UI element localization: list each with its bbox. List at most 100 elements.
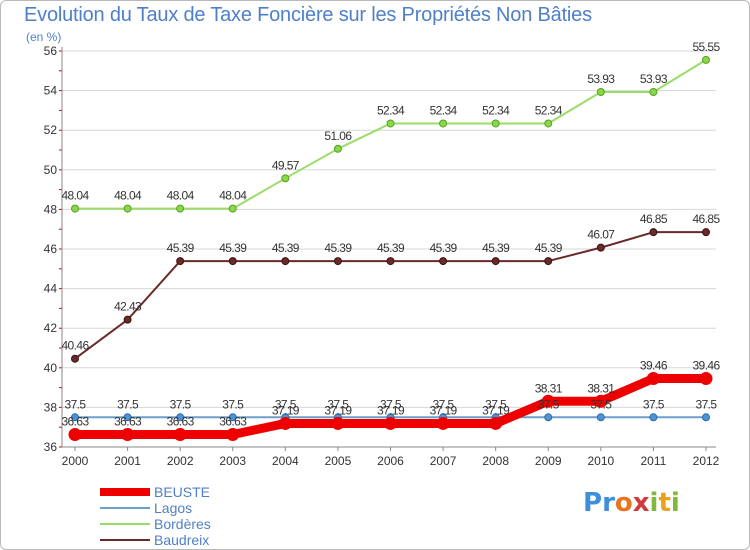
data-label-bordres: 48.04 [167, 189, 195, 203]
data-point-baudreix [176, 257, 185, 266]
data-point-bordres [386, 119, 395, 128]
data-label-lagos: 37.5 [696, 397, 718, 411]
data-label-beuste: 36.63 [114, 415, 142, 429]
legend-label-lagos: Lagos [154, 500, 192, 516]
legend-label-baudreix: Baudreix [154, 532, 209, 548]
data-point-lagos [544, 413, 553, 422]
data-point-lagos [649, 413, 658, 422]
data-label-beuste: 39.46 [692, 358, 720, 372]
data-point-bordres [439, 119, 448, 128]
data-label-bordres: 52.34 [535, 103, 563, 117]
data-point-beuste [489, 416, 503, 430]
y-tick-label: 48 [44, 202, 58, 216]
data-label-lagos: 37.5 [433, 397, 455, 411]
data-label-baudreix: 46.85 [640, 212, 668, 226]
data-point-baudreix [439, 257, 448, 266]
data-label-bordres: 52.34 [430, 103, 458, 117]
data-label-beuste: 36.63 [61, 415, 89, 429]
data-point-bordres [123, 204, 132, 213]
logo-letter: t [658, 488, 671, 518]
x-tick-label: 2009 [535, 454, 562, 468]
data-point-bordres [176, 204, 185, 213]
data-label-baudreix: 45.39 [482, 241, 510, 255]
data-point-baudreix [281, 257, 290, 266]
y-tick-label: 36 [44, 440, 58, 454]
logo-letter: i [649, 488, 659, 518]
x-tick-label: 2004 [272, 454, 299, 468]
data-label-lagos: 37.5 [117, 397, 139, 411]
data-point-beuste [278, 416, 292, 430]
data-label-beuste: 39.46 [640, 358, 668, 372]
data-point-bordres [281, 174, 290, 183]
y-tick-label: 54 [44, 84, 58, 98]
y-tick-label: 42 [44, 321, 58, 335]
data-point-lagos [176, 413, 185, 422]
logo-letter: i [670, 488, 680, 518]
data-point-bordres [491, 119, 500, 128]
proxiti-logo: Proxiti [583, 488, 680, 518]
chart-unit-label: (en %) [26, 30, 62, 44]
data-label-lagos: 37.5 [327, 397, 349, 411]
data-label-beuste: 36.63 [167, 415, 195, 429]
data-point-bordres [333, 144, 342, 153]
data-point-baudreix [596, 243, 605, 252]
data-point-beuste [436, 416, 450, 430]
logo-letter: r [602, 488, 615, 518]
data-label-bordres: 48.04 [114, 189, 142, 203]
data-point-beuste [384, 416, 397, 430]
x-tick-label: 2000 [62, 454, 89, 468]
data-point-baudreix [333, 257, 342, 266]
data-label-lagos: 37.5 [590, 397, 612, 411]
data-point-baudreix [491, 257, 500, 266]
data-label-beuste: 38.31 [535, 381, 563, 395]
data-label-lagos: 37.5 [170, 397, 192, 411]
data-label-baudreix: 45.39 [324, 241, 352, 255]
data-label-baudreix: 45.39 [377, 241, 405, 255]
data-point-bordres [702, 55, 710, 64]
x-tick-label: 2008 [482, 454, 509, 468]
data-point-beuste [121, 428, 135, 442]
y-tick-label: 46 [44, 242, 58, 256]
x-tick-label: 2010 [587, 454, 614, 468]
data-point-bordres [544, 119, 553, 128]
x-tick-label: 2012 [693, 454, 720, 468]
data-label-baudreix: 40.46 [61, 339, 89, 353]
x-tick-label: 2006 [377, 454, 404, 468]
x-tick-label: 2003 [219, 454, 246, 468]
data-point-lagos [702, 413, 710, 422]
y-tick-label: 52 [44, 123, 58, 137]
x-tick-label: 2002 [167, 454, 194, 468]
data-point-beuste [331, 416, 345, 430]
data-label-lagos: 37.5 [275, 397, 297, 411]
data-point-baudreix [649, 228, 658, 237]
data-label-beuste: 37.19 [482, 403, 510, 417]
logo-letter: x [632, 488, 650, 518]
data-label-baudreix: 45.39 [167, 241, 195, 255]
data-label-baudreix: 46.07 [587, 228, 615, 242]
data-label-baudreix: 45.39 [535, 241, 563, 255]
data-label-bordres: 48.04 [61, 189, 89, 203]
data-label-bordres: 48.04 [219, 189, 247, 203]
x-tick-label: 2011 [641, 454, 667, 468]
data-point-bordres [71, 204, 79, 213]
logo-letter: P [583, 488, 603, 518]
data-point-baudreix [71, 354, 79, 363]
data-point-bordres [596, 87, 605, 96]
data-point-bordres [228, 204, 237, 213]
data-point-beuste [594, 394, 608, 408]
data-point-baudreix [386, 257, 395, 266]
legend-label-bordres: Bordères [154, 516, 211, 532]
data-point-bordres [649, 87, 658, 96]
x-tick-label: 2005 [325, 454, 352, 468]
data-label-bordres: 52.34 [482, 103, 510, 117]
data-point-beuste [699, 371, 713, 385]
data-label-baudreix: 45.39 [272, 241, 300, 255]
data-label-bordres: 51.06 [324, 129, 352, 143]
data-label-lagos: 37.5 [485, 397, 507, 411]
data-point-beuste [173, 428, 187, 442]
data-label-beuste: 37.19 [272, 403, 300, 417]
data-label-bordres: 55.55 [692, 40, 720, 54]
data-label-beuste: 36.63 [219, 415, 247, 429]
data-point-lagos [123, 413, 132, 422]
data-label-lagos: 37.5 [65, 397, 87, 411]
